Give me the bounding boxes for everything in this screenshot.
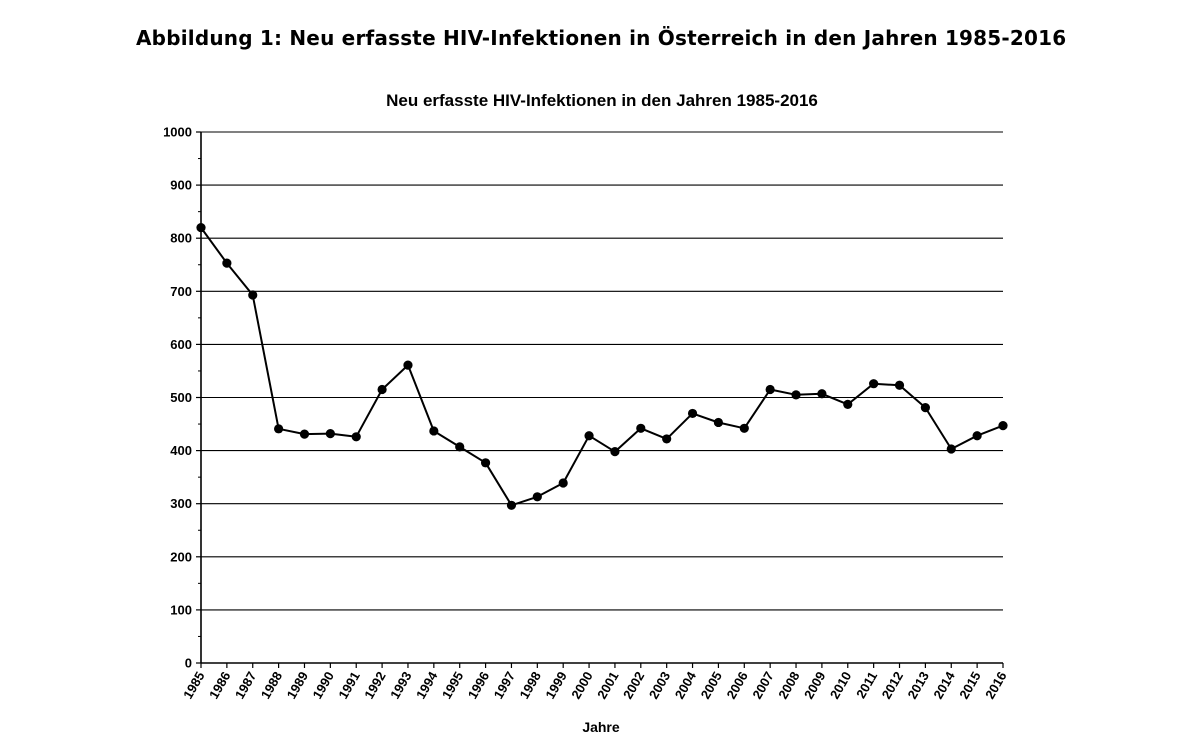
- data-point: [584, 431, 594, 441]
- data-point: [610, 447, 620, 457]
- y-tick-label: 700: [170, 284, 192, 299]
- x-axis-ticks: 1985198619871988198919901991199219931994…: [180, 663, 1010, 702]
- data-point: [998, 421, 1008, 431]
- x-tick-label: 1997: [491, 669, 518, 702]
- chart-title: Neu erfasste HIV-Infektionen in den Jahr…: [386, 91, 818, 110]
- data-point: [506, 500, 517, 510]
- x-tick-label: 1996: [465, 669, 492, 702]
- data-point: [299, 429, 310, 439]
- x-tick-label: 2003: [646, 669, 673, 702]
- y-tick-label: 200: [170, 549, 192, 564]
- x-tick-label: 2015: [956, 669, 983, 702]
- data-point: [558, 478, 568, 488]
- data-point: [429, 426, 439, 436]
- x-tick-label: 2002: [620, 669, 647, 702]
- x-tick-label: 1993: [387, 669, 414, 702]
- y-tick-label: 600: [170, 337, 192, 352]
- data-point: [248, 290, 258, 300]
- x-tick-label: 1995: [439, 669, 466, 702]
- data-point: [765, 384, 775, 395]
- figure-caption: Abbildung 1: Neu erfasste HIV-Infektione…: [136, 26, 1067, 50]
- data-point: [377, 384, 387, 395]
- data-point: [325, 429, 335, 439]
- x-tick-label: 2000: [568, 669, 595, 702]
- data-point: [739, 423, 749, 433]
- x-tick-label: 2006: [723, 669, 750, 702]
- data-point: [403, 360, 413, 370]
- series-group: [196, 222, 1008, 510]
- data-point: [791, 390, 801, 400]
- y-tick-label: 0: [185, 656, 192, 671]
- x-tick-label: 1986: [206, 669, 233, 702]
- y-tick-label: 500: [170, 390, 192, 405]
- x-tick-label: 2012: [879, 669, 906, 702]
- x-tick-label: 1991: [335, 669, 362, 702]
- x-axis-label: Jahre: [582, 719, 620, 735]
- y-tick-label: 800: [170, 231, 192, 246]
- x-tick-label: 2016: [982, 669, 1009, 702]
- y-tick-label: 300: [170, 496, 192, 511]
- x-tick-label: 2005: [698, 669, 725, 702]
- x-tick-label: 1985: [180, 669, 207, 702]
- data-point: [869, 379, 879, 389]
- y-tick-label: 900: [170, 178, 192, 193]
- y-axis-ticks: 0 100 200 300 400 500 600 700 800 900 1000: [163, 125, 201, 671]
- x-tick-label: 1987: [232, 669, 259, 702]
- data-point: [972, 431, 982, 441]
- gridlines: [201, 131, 1003, 611]
- x-tick-label: 2011: [853, 669, 880, 701]
- x-tick-label: 2007: [749, 669, 776, 702]
- series-line: [200, 227, 1004, 507]
- data-point: [222, 258, 232, 268]
- y-tick-label: 1000: [163, 125, 192, 140]
- data-point: [480, 458, 491, 468]
- data-point: [636, 423, 646, 433]
- x-tick-label: 1992: [361, 669, 388, 702]
- data-point: [920, 402, 930, 413]
- data-point: [894, 380, 905, 390]
- data-point: [817, 389, 827, 399]
- x-tick-label: 2014: [930, 668, 958, 701]
- data-point: [351, 432, 361, 442]
- x-tick-label: 1988: [258, 669, 285, 702]
- x-tick-label: 2010: [827, 669, 854, 702]
- x-tick-label: 2001: [594, 669, 621, 702]
- x-tick-label: 1998: [516, 669, 543, 702]
- x-tick-label: 2004: [672, 668, 700, 701]
- data-point: [532, 492, 542, 502]
- data-point: [455, 442, 465, 452]
- x-tick-label: 2013: [905, 669, 932, 702]
- data-point: [274, 424, 284, 434]
- x-tick-label: 1989: [284, 669, 311, 702]
- x-tick-label: 2008: [775, 669, 802, 702]
- x-tick-label: 1990: [310, 669, 337, 702]
- x-tick-label: 2009: [801, 669, 828, 702]
- data-point: [196, 222, 206, 233]
- y-tick-label: 100: [170, 602, 192, 617]
- data-point: [843, 399, 853, 410]
- y-tick-label: 400: [170, 443, 192, 458]
- x-tick-label: 1994: [413, 668, 441, 701]
- data-point: [662, 434, 672, 444]
- data-point: [713, 417, 724, 428]
- data-point: [946, 444, 956, 454]
- data-point: [687, 408, 698, 419]
- x-tick-label: 1999: [542, 669, 569, 702]
